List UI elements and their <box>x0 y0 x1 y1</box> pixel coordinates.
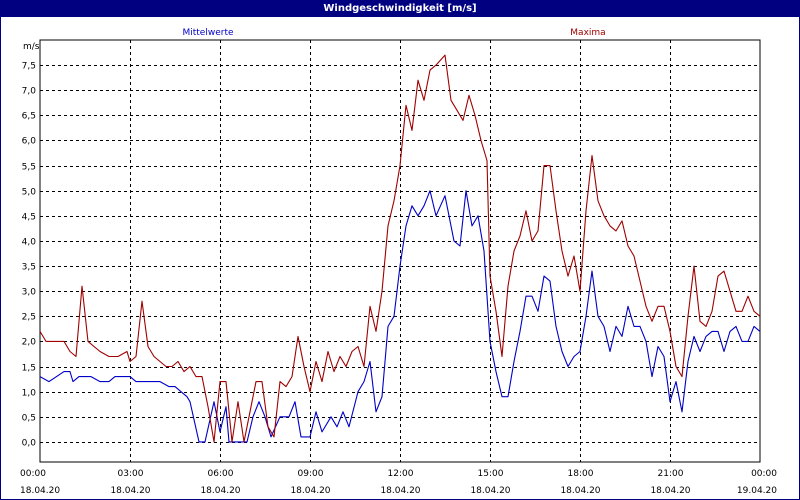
x-tick-date: 18.04.20 <box>470 486 510 496</box>
x-tick-date: 18.04.20 <box>560 486 600 496</box>
y-tick-label: 3,5 <box>22 263 36 273</box>
y-tick-label: 5,0 <box>22 188 37 198</box>
y-tick-label: 6,0 <box>22 137 37 147</box>
y-tick-label: 5,5 <box>22 163 36 173</box>
y-axis-unit: m/s <box>23 42 40 52</box>
x-tick-time: 00:00 <box>751 469 777 479</box>
y-tick-label: 3,0 <box>22 288 37 298</box>
series-line-mittelwerte <box>39 190 761 443</box>
x-tick-time: 03:00 <box>118 469 144 479</box>
x-tick-time: 21:00 <box>658 469 684 479</box>
x-tick-date: 18.04.20 <box>290 486 330 496</box>
y-tick-label: 1,5 <box>22 364 36 374</box>
x-tick-date: 18.04.20 <box>110 486 150 496</box>
x-tick-time: 00:00 <box>20 469 46 479</box>
y-tick-label: 0,5 <box>22 414 36 424</box>
y-tick-label: 7,0 <box>22 87 37 97</box>
y-tick-label: 4,0 <box>22 238 37 248</box>
y-tick-label: 2,0 <box>22 338 37 348</box>
x-tick-date: 18.04.20 <box>650 486 690 496</box>
x-axis: 00:00 18.04.20 03:00 18.04.20 06:00 18.04.20 0… <box>20 469 777 496</box>
window-title: Windgeschwindigkeit [m/s] <box>1 1 799 17</box>
legend-mittelwerte: Mittelwerte <box>182 28 233 38</box>
wind-speed-chart: Mittelwerte Maxima m/s 0,0 0,5 1,0 1,5 2,0 2,… <box>20 28 777 496</box>
y-tick-label: 4,5 <box>22 213 36 223</box>
grid <box>40 40 760 462</box>
y-tick-label: 1,0 <box>22 389 37 399</box>
x-tick-time: 12:00 <box>388 469 414 479</box>
x-tick-time: 09:00 <box>298 469 324 479</box>
series-lines <box>39 54 761 443</box>
y-tick-label: 7,5 <box>22 62 36 72</box>
y-tick-label: 0,0 <box>22 439 37 449</box>
series-line-maxima <box>39 54 761 443</box>
x-tick-date: 18.04.20 <box>380 486 420 496</box>
x-tick-date: 18.04.20 <box>200 486 240 496</box>
x-tick-time: 18:00 <box>568 469 594 479</box>
x-tick-date: 19.04.20 <box>737 486 777 496</box>
x-tick-date: 18.04.20 <box>20 486 60 496</box>
x-tick-time: 15:00 <box>478 469 504 479</box>
y-axis: 0,0 0,5 1,0 1,5 2,0 2,5 3,0 3,5 4,0 4,5 5,0 5,5 6,0 6… <box>22 62 37 449</box>
y-tick-label: 6,5 <box>22 112 36 122</box>
y-tick-label: 2,5 <box>22 313 36 323</box>
legend-maxima: Maxima <box>570 28 605 38</box>
x-tick-time: 06:00 <box>208 469 234 479</box>
